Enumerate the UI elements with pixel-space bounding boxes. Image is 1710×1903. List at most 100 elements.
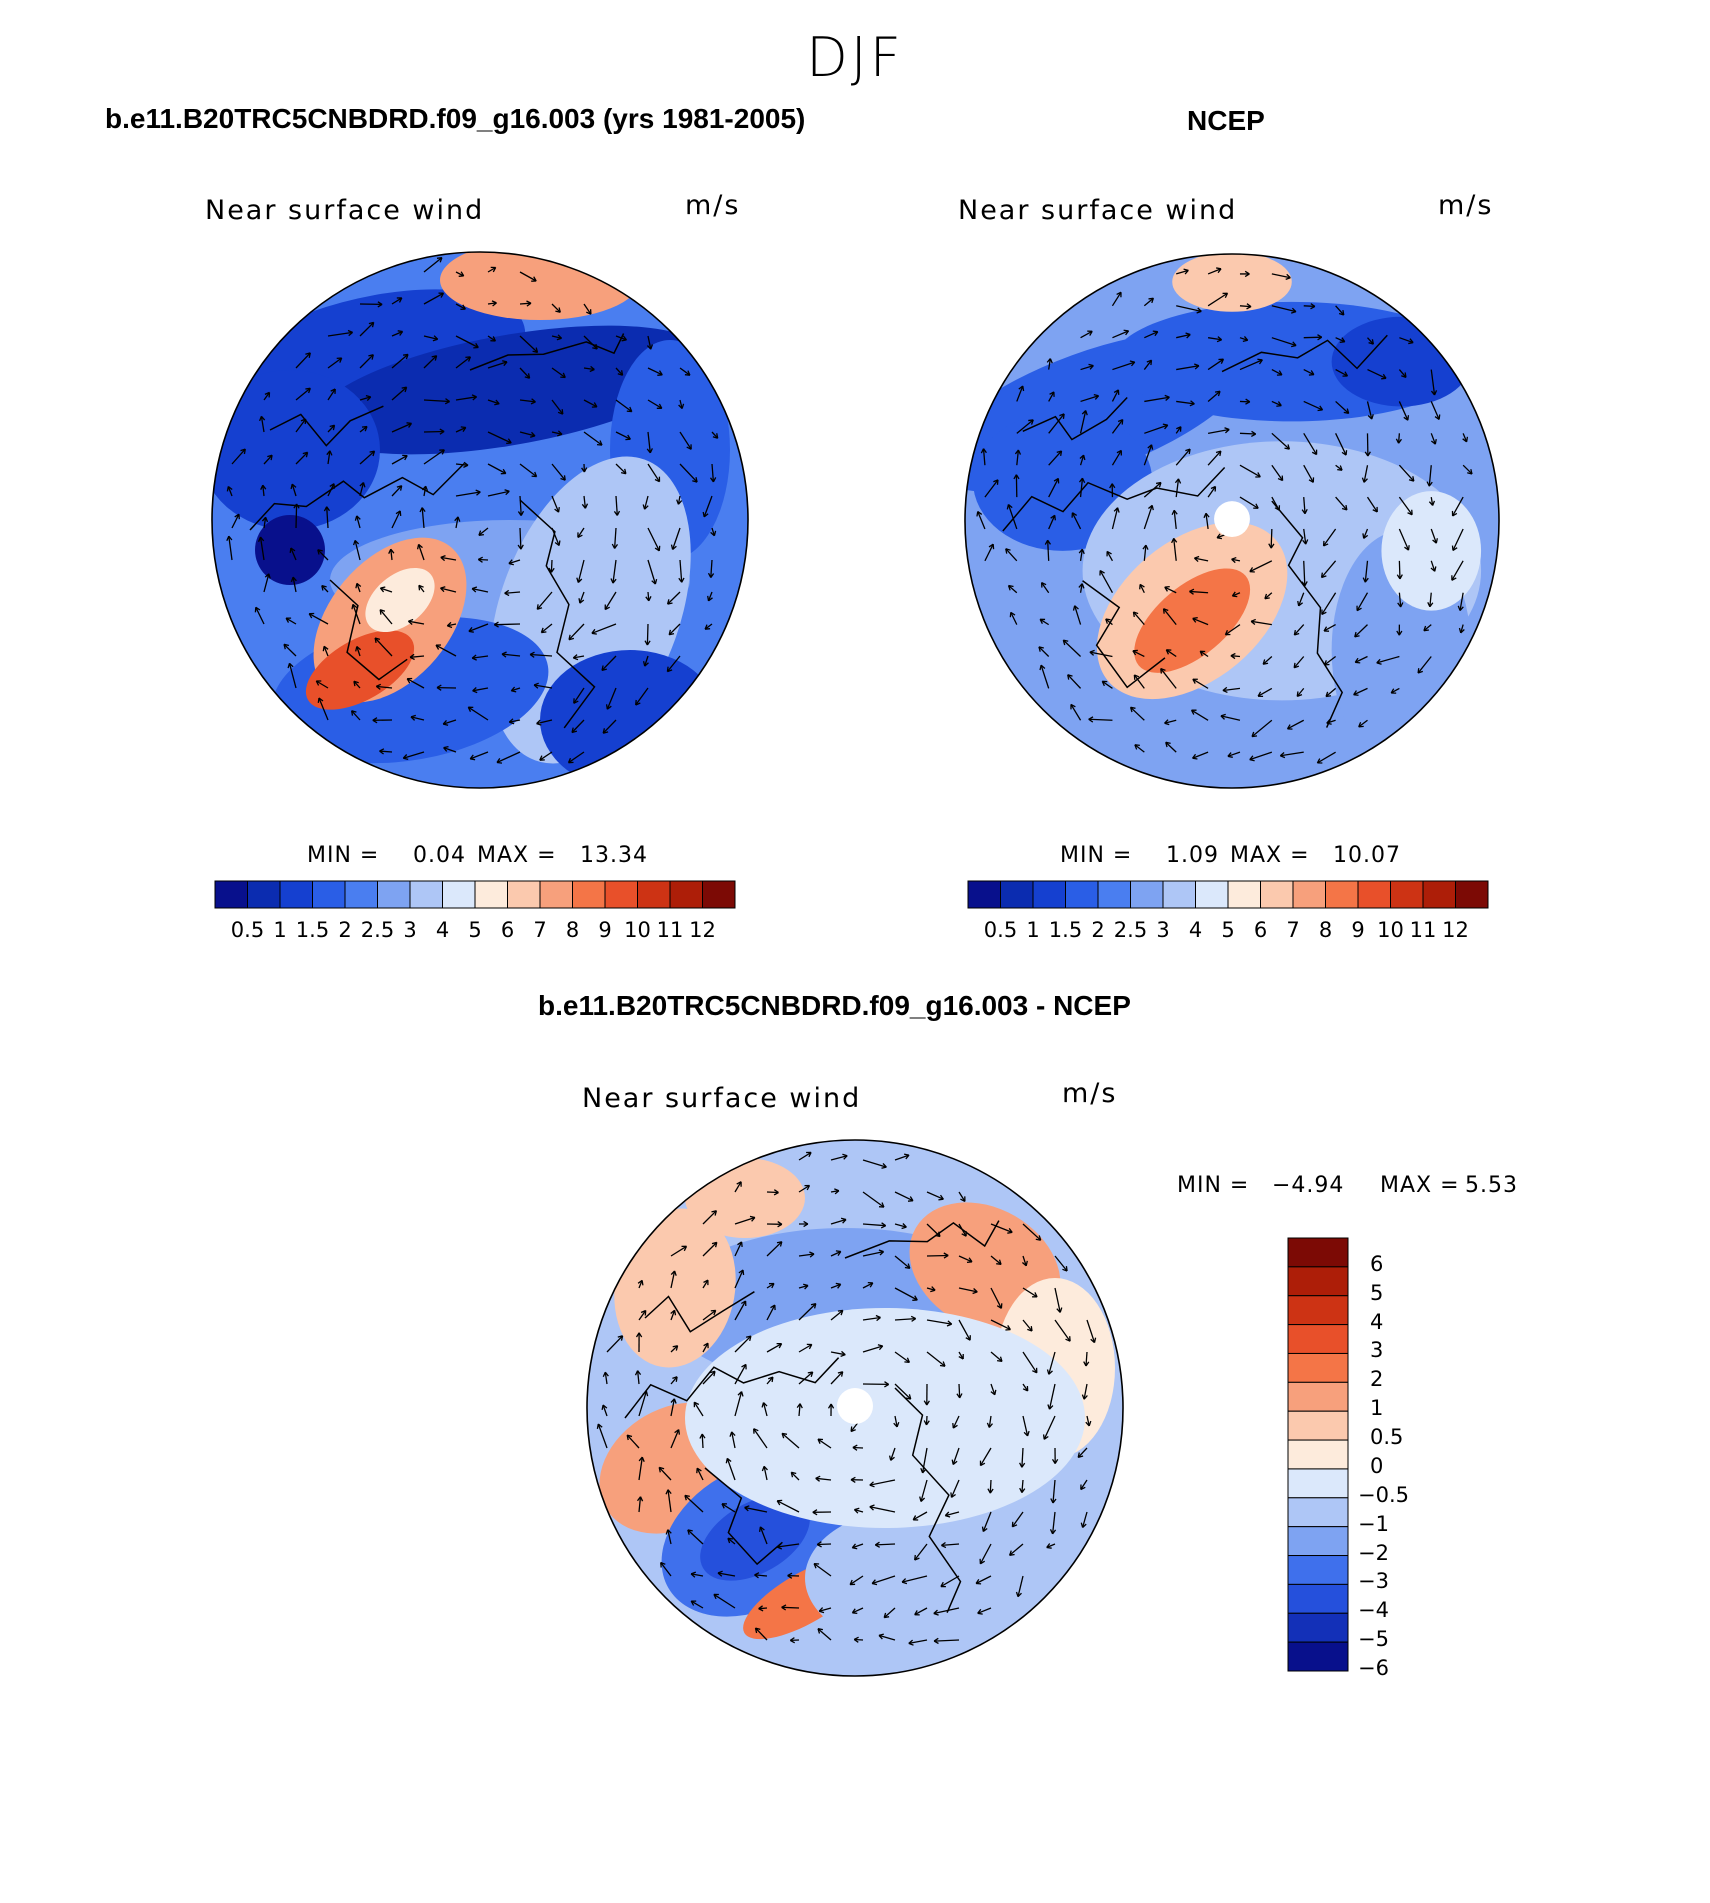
wind-vector [1112,330,1129,339]
wind-vector-head [1051,1458,1059,1464]
wind-vector [862,1223,886,1227]
wind-vector [579,591,585,604]
wind-vector-head [1262,659,1269,665]
panel-2-subtitle: Near surface wind [958,195,1238,226]
wind-vector-head [1105,618,1111,624]
wind-vector-head [1116,449,1122,456]
wind-vector [443,746,457,753]
wind-vector [635,687,649,706]
coastline [469,333,625,371]
colorbar-tick-label: −5 [1358,1627,1389,1652]
wind-contour [1172,253,1292,312]
wind-vector [1335,400,1350,414]
wind-vector [410,655,425,658]
wind-vector [926,1254,949,1257]
wind-vector [817,1438,832,1449]
wind-vector [1086,1415,1090,1427]
wind-vector-head [581,503,589,509]
wind-vector [1079,583,1083,593]
wind-vector-head [1101,680,1108,687]
wind-vector [359,482,365,497]
colorbar-tick-label: 9 [598,918,612,942]
wind-vector-head [1230,652,1236,660]
wind-vector-head [617,370,624,376]
wind-vector-head [1220,713,1226,720]
wind-vector [315,680,329,689]
wind-vector-head [878,1249,885,1256]
wind-vector-head [960,1196,966,1202]
wind-vector [830,1250,842,1257]
wind-vector [894,1287,918,1301]
wind-vector-head [686,444,692,450]
wind-vector-head [365,394,372,402]
wind-vector-head [454,516,461,522]
wind-vector [440,587,457,593]
wind-vector-head [1192,678,1198,684]
wind-vector [1048,478,1059,498]
wind-vector-head [368,354,374,360]
wind-vector-head [401,386,408,393]
wind-vector-head [586,309,592,315]
panel-2-max-label: MAX = [1230,843,1310,868]
wind-vector-head [1311,449,1318,456]
wind-vector-head [442,719,449,726]
wind-vector [1220,715,1241,721]
wind-vector-head [1274,505,1281,511]
wind-vector-head [777,1221,783,1228]
wind-vector [551,431,563,435]
wind-vector-head [1078,548,1085,555]
colorbar-swatch [1260,880,1294,909]
wind-contour [685,1158,805,1238]
wind-vector [1101,680,1113,689]
wind-vector [667,1529,672,1545]
wind-vector-head [796,1403,803,1409]
wind-vector-head [1071,512,1078,518]
wind-vector [455,426,467,433]
wind-vector-head [1428,500,1436,506]
wind-vector [1192,678,1209,689]
wind-vector [573,687,585,704]
wind-vector [1239,496,1259,509]
wind-vector [327,483,335,497]
wind-vector-head [1088,363,1094,370]
wind-vector-head [749,1215,756,1222]
wind-vector [1207,450,1222,466]
wind-vector [1163,608,1177,626]
wind-vector-head [524,373,531,379]
wind-vector-head [1194,555,1200,563]
wind-vector [1143,297,1154,307]
wind-vector [647,559,657,585]
wind-vector [875,1543,896,1546]
wind-vector [1052,1479,1056,1504]
wind-vector-head [1042,1434,1049,1440]
wind-vector [666,655,681,673]
wind-vector-head [410,714,416,721]
wind-vector-head [835,1282,842,1289]
wind-vector-head [717,1570,723,1577]
wind-vector-head [972,1288,978,1295]
wind-vector-head [1397,602,1404,608]
wind-vector [1323,528,1337,547]
wind-vector [925,1415,928,1425]
wind-vector-head [530,398,536,405]
panel-2-colorbar [967,880,1489,909]
wind-vector [763,1466,768,1481]
wind-vector [577,559,585,583]
wind-vector-head [473,342,479,349]
wind-vector-head [1078,583,1085,589]
wind-vector [798,1151,812,1161]
wind-vector-head [1224,630,1231,636]
wind-vector-head [1249,755,1255,762]
wind-vector-head [510,686,517,693]
wind-contour [365,567,435,633]
wind-vector-head [699,1433,706,1439]
wind-vector [734,1269,744,1289]
wind-vector [990,1255,1002,1265]
wind-vector-head [290,576,297,583]
wind-vector [423,486,427,497]
wind-vector-head [536,719,542,726]
wind-vector-head [654,545,661,552]
wind-vector [519,271,537,282]
wind-vector-head [1081,1394,1088,1400]
wind-vector-head [406,677,413,684]
